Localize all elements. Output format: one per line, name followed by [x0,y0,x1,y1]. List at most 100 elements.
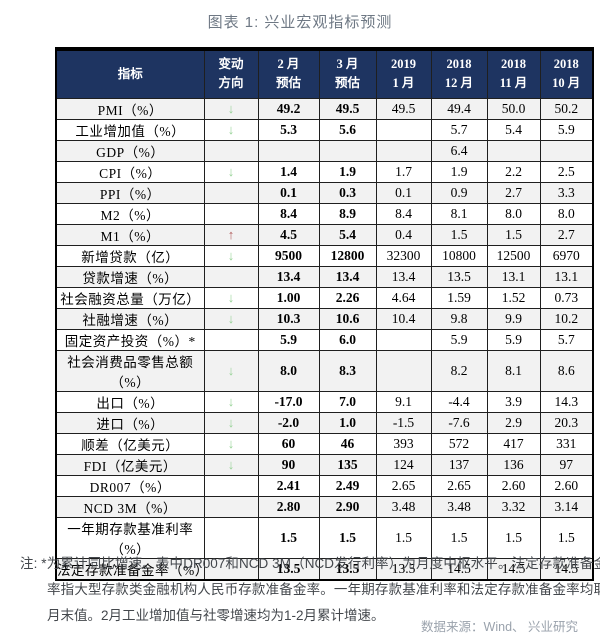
indicator-cell: 社会消费品零售总额（%） [55,349,205,392]
figure-title: 图表 1: 兴业宏观指标预测 [207,14,393,31]
value-cell: 14.3 [539,390,594,413]
value-cell: 1.4 [257,160,320,183]
value-cell: 0.9 [430,181,488,204]
value-cell: 3.3 [539,181,594,204]
footnote: 注: *为累计同比增速。表中DR007和NCD 3M（NCD发行利率）为月度中枢… [20,556,600,623]
value-cell: 2.41 [257,474,320,497]
column-header: 2019 1 月 [375,48,432,99]
direction-cell [203,495,259,518]
value-cell: 0.3 [318,181,377,204]
value-cell: 136 [486,453,541,476]
value-cell [375,118,432,141]
indicator-cell: 出口（%） [55,390,205,413]
value-cell: 49.5 [318,97,377,120]
direction-cell [203,265,259,288]
column-header: 2 月 预估 [257,48,320,99]
direction-cell: ↓ [203,349,259,392]
value-cell [375,328,432,351]
table-row: PPI（%） 0.1 0.3 0.1 0.9 2.7 3.3 [55,181,594,204]
value-cell: 20.3 [539,411,594,434]
table-row: 工业增加值（%） ↓ 5.3 5.6 5.7 5.4 5.9 [55,118,594,141]
value-cell: 1.7 [375,160,432,183]
value-cell: 2.90 [318,495,377,518]
value-cell: 9.8 [430,307,488,330]
down-arrow-icon: ↓ [227,414,235,430]
value-cell: 9.1 [375,390,432,413]
value-cell: 10800 [430,244,488,267]
direction-cell [203,328,259,351]
value-cell: 90 [257,453,320,476]
indicator-cell: PPI（%） [55,181,205,204]
value-cell: 8.0 [486,202,541,225]
value-cell: 8.4 [375,202,432,225]
indicator-cell: 固定资产投资（%）* [55,328,205,351]
value-cell: 60 [257,432,320,455]
value-cell: 3.9 [486,390,541,413]
value-cell: 1.9 [430,160,488,183]
indicator-cell: NCD 3M（%） [55,495,205,518]
value-cell: 9500 [257,244,320,267]
value-cell: 13.1 [486,265,541,288]
table-row: 社会消费品零售总额（%） ↓ 8.0 8.3 8.2 8.1 8.6 [55,349,594,392]
table-row: 社融增速（%） ↓ 10.3 10.6 10.4 9.8 9.9 10.2 [55,307,594,330]
value-cell: 10.3 [257,307,320,330]
indicator-cell: M1（%） [55,223,205,246]
value-cell: 1.52 [486,286,541,309]
value-cell: 13.5 [257,557,320,581]
indicator-cell: 社会融资总量（万亿） [55,286,205,309]
value-cell: 1.5 [430,516,488,559]
value-cell: 50.0 [486,97,541,120]
down-arrow-icon: ↓ [227,393,235,409]
value-cell [375,139,432,162]
table-header: 指标 变动 方向 2 月 预估 3 月 预估 2019 1 月 2018 12 月 2018… [55,48,594,99]
value-cell: 1.5 [539,516,594,559]
value-cell: 5.7 [539,328,594,351]
direction-cell: ↓ [203,453,259,476]
down-arrow-icon: ↓ [227,289,235,305]
column-header: 2018 10 月 [539,48,594,99]
direction-cell: ↓ [203,160,259,183]
value-cell: 49.4 [430,97,488,120]
value-cell: -2.0 [257,411,320,434]
value-cell: 2.5 [539,160,594,183]
table-row: CPI（%） ↓ 1.4 1.9 1.7 1.9 2.2 2.5 [55,160,594,183]
value-cell: 8.0 [539,202,594,225]
value-cell: 13.4 [318,265,377,288]
value-cell: 8.6 [539,349,594,392]
down-arrow-icon: ↓ [227,163,235,179]
value-cell: 393 [375,432,432,455]
table-row: 固定资产投资（%）* 5.9 6.0 5.9 5.9 5.7 [55,328,594,351]
value-cell [539,139,594,162]
column-header: 2018 12 月 [430,48,488,99]
direction-cell [203,202,259,225]
indicator-cell: 一年期存款基准利率（%） [55,516,205,559]
column-header: 2018 11 月 [486,48,541,99]
value-cell: 5.9 [486,328,541,351]
value-cell: 0.1 [257,181,320,204]
down-arrow-icon: ↓ [227,310,235,326]
value-cell: 4.64 [375,286,432,309]
table-row: 进口（%） ↓ -2.0 1.0 -1.5 -7.6 2.9 20.3 [55,411,594,434]
macro-forecast-table: 指标 变动 方向 2 月 预估 3 月 预估 2019 1 月 2018 12 月 2018… [55,47,594,581]
value-cell: 124 [375,453,432,476]
indicator-cell: 新增贷款（亿） [55,244,205,267]
value-cell: 13.4 [375,265,432,288]
indicator-cell: PMI（%） [55,97,205,120]
value-cell: 6.4 [430,139,488,162]
direction-cell [203,516,259,559]
value-cell: 13.1 [539,265,594,288]
indicator-cell: DR007（%） [55,474,205,497]
value-cell: 2.7 [539,223,594,246]
value-cell: 13.5 [318,557,377,581]
down-arrow-icon: ↓ [227,247,235,263]
table-row: NCD 3M（%） 2.80 2.90 3.48 3.48 3.32 3.14 [55,495,594,518]
value-cell: 3.14 [539,495,594,518]
value-cell: 10.4 [375,307,432,330]
indicator-cell: M2（%） [55,202,205,225]
down-arrow-icon: ↓ [227,100,235,116]
indicator-cell: CPI（%） [55,160,205,183]
value-cell: 9.9 [486,307,541,330]
table-row: 顺差（亿美元） ↓ 60 46 393 572 417 331 [55,432,594,455]
direction-cell [203,139,259,162]
macro-forecast-table-wrap: 指标 变动 方向 2 月 预估 3 月 预估 2019 1 月 2018 12 月 2018… [55,47,594,581]
